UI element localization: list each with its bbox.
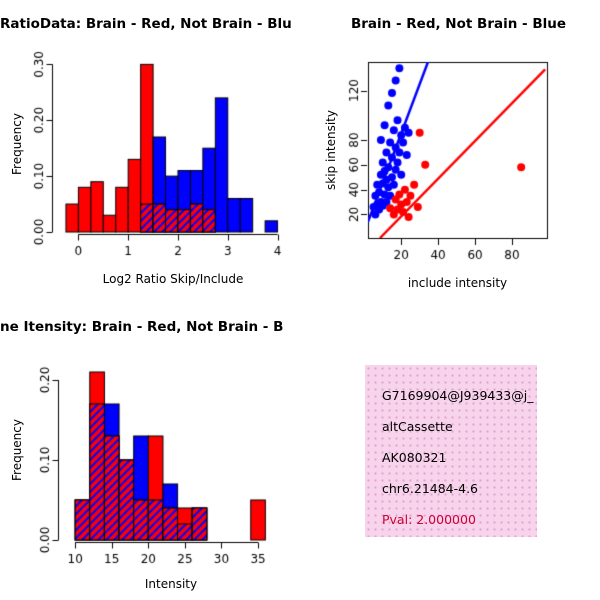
event-type-text: altCassette — [382, 419, 453, 434]
scatter-panel: Brain - Red, Not Brain - Blue skip inten… — [300, 0, 600, 300]
intensity-histogram-panel: ne Itensity: Brain - Red, Not Brain - B … — [0, 300, 300, 600]
pval-text: Pval: 2.000000 — [382, 512, 476, 527]
ratio-histogram-xlabel: Log2 Ratio Skip/Include — [102, 272, 244, 286]
scatter-xlabel: include intensity — [407, 276, 508, 290]
gene-info-box: G7169904@J939433@j_ altCassette AK080321… — [365, 365, 537, 537]
ratio-histogram-canvas — [0, 0, 300, 300]
info-panel: G7169904@J939433@j_ altCassette AK080321… — [300, 300, 600, 600]
ratio-histogram-panel: RatioData: Brain - Red, Not Brain - Blu … — [0, 0, 300, 300]
gene-id-text: G7169904@J939433@j_ — [382, 388, 534, 403]
intensity-histogram-xlabel: Intensity — [144, 577, 198, 591]
accession-text: AK080321 — [382, 450, 447, 465]
intensity-histogram-canvas — [0, 300, 300, 600]
scatter-canvas — [300, 0, 600, 300]
locus-text: chr6.21484-4.6 — [382, 481, 479, 496]
